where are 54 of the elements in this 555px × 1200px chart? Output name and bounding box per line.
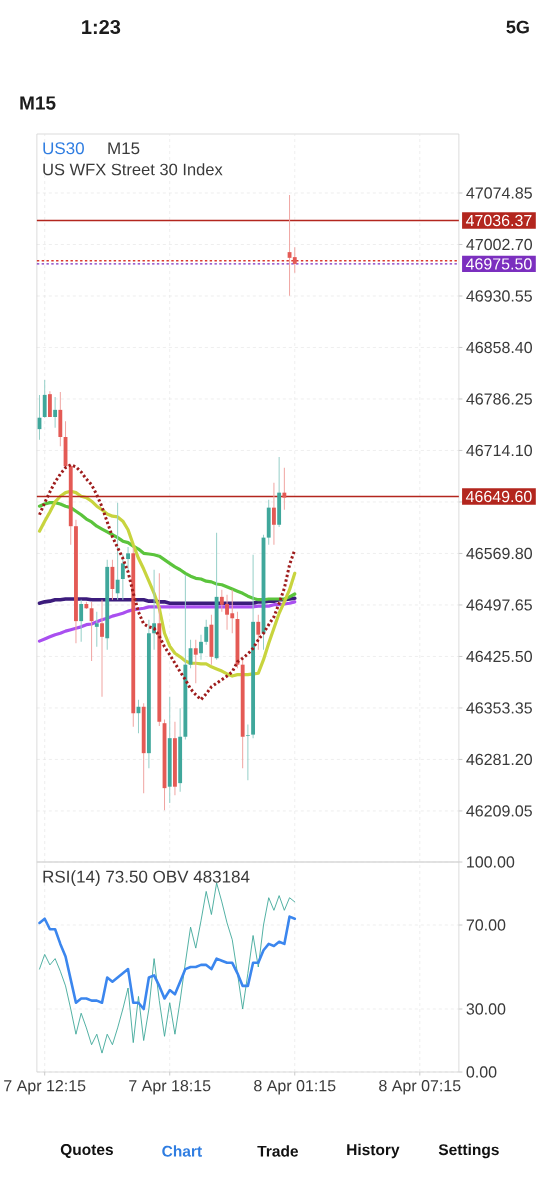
y-tick-label: 46930.55	[466, 290, 533, 302]
candlestick	[89, 601, 94, 662]
text: M15	[20, 96, 56, 110]
ref-line-label: 47036.37	[466, 214, 532, 227]
ref-line-label: 46649.60	[466, 490, 532, 503]
y-tick-label: 70.00	[466, 919, 506, 931]
candlestick	[246, 724, 250, 781]
candlestick	[115, 502, 120, 601]
candlestick	[199, 634, 203, 661]
x-tick-label: 8 Apr 01:15	[254, 1080, 336, 1095]
text: Trade	[257, 1145, 299, 1157]
y-tick-label: 47002.70	[466, 238, 533, 251]
candlestick	[94, 611, 99, 648]
y-tick-label: 46425.50	[466, 650, 533, 663]
candlestick	[79, 599, 84, 643]
x-tick-label: 7 Apr 12:15	[4, 1080, 86, 1095]
y-tick-label: 30.00	[466, 1003, 506, 1015]
text: 1:23	[82, 19, 121, 35]
candlestick	[48, 390, 52, 418]
candlestick	[204, 619, 209, 646]
y-tick-label: 46786.25	[466, 393, 533, 405]
annotation: M15	[108, 142, 140, 155]
y-tick-label: 46353.35	[466, 702, 533, 714]
y-tick-label: 46497.65	[466, 599, 533, 611]
y-tick-label: 100.00	[467, 856, 515, 868]
chart-title: RSI(14) 73.50 OBV 483184	[43, 870, 250, 887]
candlestick	[193, 639, 198, 684]
y-tick-label: 0.00	[466, 1066, 497, 1078]
text: History	[347, 1143, 400, 1159]
candlestick	[126, 546, 131, 571]
y-tick-label: 46858.40	[466, 341, 533, 354]
candlestick	[110, 559, 115, 601]
candlestick	[53, 396, 58, 429]
y-tick-label: 46209.05	[466, 805, 533, 817]
chart-title: US30	[43, 142, 85, 155]
text: Quotes	[60, 1144, 114, 1158]
candlestick	[120, 554, 125, 601]
text: US WFX Street 30 Index	[43, 163, 223, 176]
candlestick	[256, 614, 261, 651]
x-tick-label: 8 Apr 07:15	[379, 1080, 461, 1095]
text: 5G	[506, 20, 529, 34]
candlestick	[292, 246, 297, 274]
y-tick-label: 46714.10	[466, 444, 533, 457]
x-tick-label: 7 Apr 18:15	[129, 1080, 211, 1095]
candlestick	[272, 482, 276, 546]
text: Chart	[162, 1145, 202, 1157]
y-tick-label: 46569.80	[466, 547, 533, 560]
candlestick	[42, 379, 47, 419]
candlestick	[100, 599, 104, 698]
y-tick-label: 46281.20	[466, 753, 533, 766]
y-tick-label: 47074.85	[466, 187, 533, 199]
text: Settings	[438, 1143, 499, 1159]
candlestick	[282, 467, 287, 511]
ref-line-label: 46975.50	[466, 258, 532, 270]
